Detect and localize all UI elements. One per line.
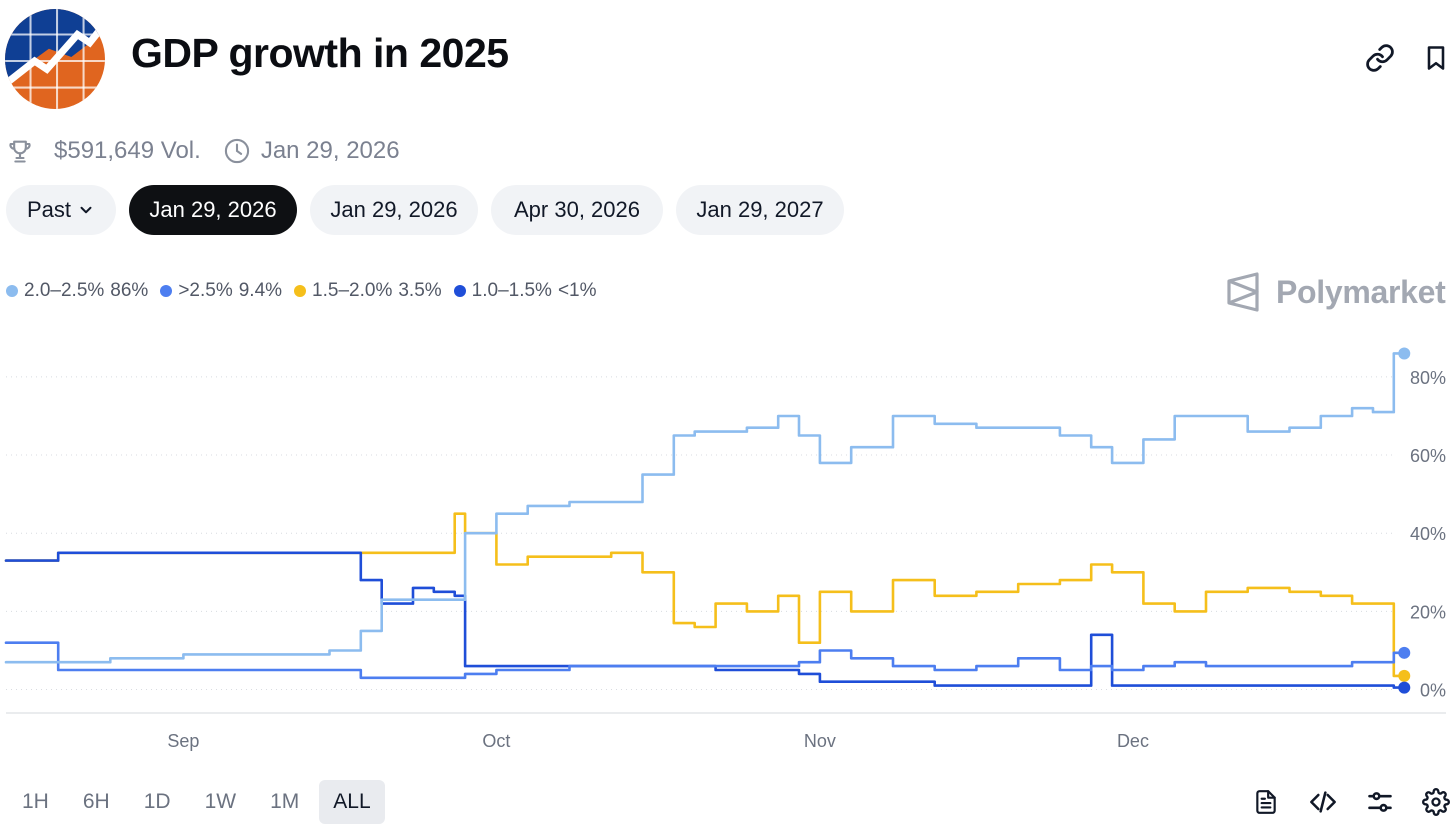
legend-item: >2.5% 9.4% — [160, 280, 282, 302]
legend-item: 1.0–1.5% <1% — [453, 280, 597, 302]
legend-name: 1.5–2.0% — [312, 280, 393, 301]
legend-dot — [160, 285, 173, 297]
series-end-dot-1 — [1398, 646, 1411, 659]
tab-jan-29-2026[interactable]: Jan 29, 2026 — [310, 185, 478, 235]
legend-value: <1% — [557, 280, 597, 301]
x-tick-label: Dec — [1117, 731, 1149, 751]
x-tick-label: Nov — [804, 731, 836, 751]
chart-lines — [4, 352, 1406, 689]
tab-label: Past — [26, 197, 72, 222]
y-tick-label: 60% — [1410, 446, 1446, 466]
tab-label: Jan 29, 2026 — [330, 197, 458, 222]
trophy-icon — [6, 137, 34, 165]
line-chart: 0% 20% 40% 60% 80% Sep Oct Nov Dec — [4, 347, 1446, 751]
series-line-3 — [4, 551, 1406, 689]
market-meta: $591,649 Vol. Jan 29, 2026 — [6, 134, 400, 168]
y-tick-label: 0% — [1420, 681, 1446, 701]
legend-value: 3.5% — [398, 280, 442, 301]
chevron-down-icon — [80, 206, 92, 214]
x-tick-label: Sep — [167, 731, 199, 751]
series-end-dot-2 — [1398, 669, 1411, 682]
legend-name: 2.0–2.5% — [24, 280, 105, 301]
series-end-dot-3 — [1398, 681, 1411, 694]
chart-end-dots — [1398, 347, 1411, 694]
legend-value: 86% — [110, 280, 149, 301]
document-icon[interactable] — [1248, 784, 1284, 820]
gear-icon[interactable] — [1418, 784, 1454, 820]
date-tabs: Past Jan 29, 2026 Jan 29, 2026 Apr 30, 2… — [6, 185, 857, 235]
link-icon[interactable] — [1362, 40, 1398, 76]
tab-apr-30-2026[interactable]: Apr 30, 2026 — [491, 185, 663, 235]
y-tick-label: 20% — [1410, 602, 1446, 622]
range-1d[interactable]: 1D — [143, 790, 171, 813]
series-line-0 — [4, 352, 1406, 664]
range-1h[interactable]: 1H — [22, 790, 49, 813]
legend-dot — [453, 285, 466, 297]
x-tick-label: Oct — [482, 731, 510, 751]
legend-item: 2.0–2.5% 86% — [6, 280, 148, 302]
tab-label: Jan 29, 2026 — [149, 197, 277, 222]
legend-name: 1.0–1.5% — [471, 280, 552, 301]
range-all[interactable]: ALL — [319, 780, 385, 824]
y-tick-label: 40% — [1410, 524, 1446, 544]
range-1m[interactable]: 1M — [270, 790, 300, 813]
range-6h[interactable]: 6H — [82, 790, 110, 813]
bookmark-icon[interactable] — [1418, 40, 1454, 76]
end-date-text: Jan 29, 2026 — [260, 137, 400, 164]
code-icon[interactable] — [1305, 784, 1341, 820]
polymarket-logo-icon — [1227, 272, 1259, 312]
legend-item: 1.5–2.0% 3.5% — [294, 280, 442, 302]
tab-label: Jan 29, 2027 — [696, 197, 824, 222]
chart-grid — [6, 376, 1446, 714]
legend-name: >2.5% — [178, 280, 233, 301]
sliders-icon[interactable] — [1362, 784, 1398, 820]
range-1w[interactable]: 1W — [204, 790, 237, 813]
tab-past[interactable]: Past — [6, 185, 116, 235]
chart-legend: 2.0–2.5% 86% >2.5% 9.4% 1.5–2.0% 3.5% 1.0–1… — [6, 280, 609, 302]
time-range-selector: 1H 6H 1D 1W 1M ALL — [8, 780, 391, 824]
page-title: GDP growth in 2025 — [131, 30, 509, 76]
legend-value: 9.4% — [238, 280, 283, 301]
series-line-1 — [4, 641, 1406, 680]
tab-label: Apr 30, 2026 — [514, 197, 640, 222]
series-end-dot-0 — [1398, 347, 1411, 360]
clock-icon — [223, 137, 251, 165]
legend-dot — [294, 285, 307, 297]
volume-text: $591,649 Vol. — [54, 137, 201, 164]
series-line-2 — [4, 512, 1406, 678]
legend-dot — [6, 285, 18, 297]
polymarket-watermark: Polymarket — [1226, 272, 1446, 312]
x-axis-labels: Sep Oct Nov Dec — [167, 731, 1149, 751]
tab-jan-29-2026-active[interactable]: Jan 29, 2026 — [129, 185, 297, 235]
chart-growth-logo — [5, 9, 105, 109]
brand-name: Polymarket — [1276, 273, 1446, 310]
tab-jan-29-2027[interactable]: Jan 29, 2027 — [676, 185, 844, 235]
y-tick-label: 80% — [1410, 368, 1446, 388]
y-axis-labels: 0% 20% 40% 60% 80% — [1410, 368, 1446, 701]
